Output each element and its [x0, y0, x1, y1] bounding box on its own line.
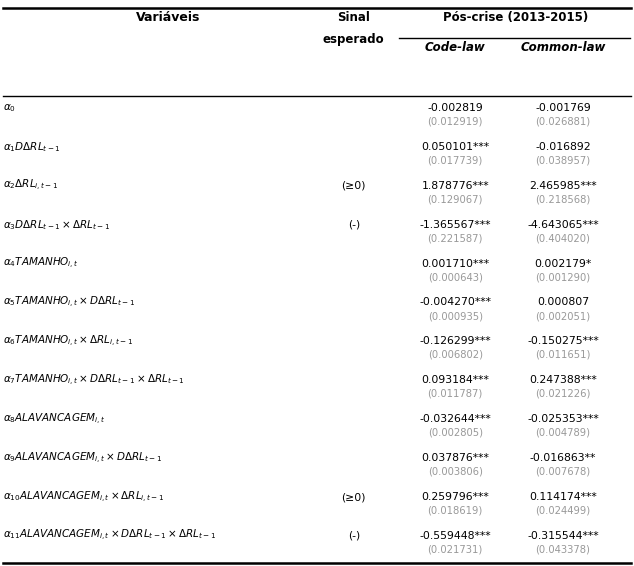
- Text: (0.007678): (0.007678): [536, 467, 590, 477]
- Text: (≥0): (≥0): [342, 492, 366, 502]
- Text: (0.038957): (0.038957): [536, 156, 590, 165]
- Text: -0.001769: -0.001769: [535, 103, 591, 113]
- Text: (0.404020): (0.404020): [536, 233, 590, 243]
- Text: (0.043378): (0.043378): [536, 544, 590, 555]
- Text: $\alpha_4 TAMANHO_{i,t}$: $\alpha_4 TAMANHO_{i,t}$: [3, 256, 79, 271]
- Text: (0.021731): (0.021731): [427, 544, 483, 555]
- Text: (-): (-): [347, 531, 360, 541]
- Text: $\alpha_{10} ALAVANCAGEM_{i,t} \times \Delta RL_{i,t-1}$: $\alpha_{10} ALAVANCAGEM_{i,t} \times \D…: [3, 490, 165, 504]
- Text: $\alpha_6 TAMANHO_{i,t} \times \Delta RL_{i,t-1}$: $\alpha_6 TAMANHO_{i,t} \times \Delta RL…: [3, 334, 133, 349]
- Text: 0.000807: 0.000807: [537, 298, 589, 307]
- Text: (0.218568): (0.218568): [535, 194, 591, 204]
- Text: $\alpha_5 TAMANHO_{i,t} \times D\Delta RL_{t-1}$: $\alpha_5 TAMANHO_{i,t} \times D\Delta R…: [3, 295, 136, 310]
- Text: (0.004789): (0.004789): [536, 428, 590, 438]
- Text: Pós-crise (2013-2015): Pós-crise (2013-2015): [443, 11, 588, 24]
- Text: -0.025353***: -0.025353***: [527, 414, 599, 424]
- Text: -1.365567***: -1.365567***: [420, 220, 491, 230]
- Text: $\alpha_7 TAMANHO_{i,t} \times D\Delta RL_{t-1} \times \Delta RL_{t-1}$: $\alpha_7 TAMANHO_{i,t} \times D\Delta R…: [3, 373, 185, 388]
- Text: $\alpha_1 D\Delta RL_{t-1}$: $\alpha_1 D\Delta RL_{t-1}$: [3, 140, 61, 154]
- Text: 1.878776***: 1.878776***: [422, 181, 489, 191]
- Text: 0.002179*: 0.002179*: [534, 259, 592, 268]
- Text: esperado: esperado: [323, 33, 385, 46]
- Text: (≥0): (≥0): [342, 181, 366, 191]
- Text: (0.021226): (0.021226): [535, 389, 591, 399]
- Text: (0.000643): (0.000643): [428, 272, 482, 282]
- Text: Code-law: Code-law: [425, 41, 486, 54]
- Text: (0.001290): (0.001290): [536, 272, 590, 282]
- Text: $\alpha_3 D\Delta RL_{t-1} \times \Delta RL_{t-1}$: $\alpha_3 D\Delta RL_{t-1} \times \Delta…: [3, 218, 110, 231]
- Text: -0.004270***: -0.004270***: [419, 298, 491, 307]
- Text: (0.003806): (0.003806): [428, 467, 482, 477]
- Text: Variáveis: Variáveis: [136, 11, 200, 24]
- Text: (0.026881): (0.026881): [536, 117, 590, 127]
- Text: (-): (-): [347, 220, 360, 230]
- Text: 0.259796***: 0.259796***: [422, 492, 489, 502]
- Text: (0.000935): (0.000935): [428, 311, 482, 321]
- Text: 0.247388***: 0.247388***: [529, 375, 597, 385]
- Text: -0.002819: -0.002819: [427, 103, 483, 113]
- Text: Common-law: Common-law: [521, 41, 605, 54]
- Text: (0.017739): (0.017739): [427, 156, 483, 165]
- Text: $\alpha_8 ALAVANCAGEM_{i,t}$: $\alpha_8 ALAVANCAGEM_{i,t}$: [3, 411, 105, 427]
- Text: (0.011787): (0.011787): [427, 389, 483, 399]
- Text: -0.016892: -0.016892: [535, 142, 591, 152]
- Text: (0.129067): (0.129067): [427, 194, 483, 204]
- Text: (0.012919): (0.012919): [427, 117, 483, 127]
- Text: $\alpha_9 ALAVANCAGEM_{i,t} \times D\Delta RL_{t-1}$: $\alpha_9 ALAVANCAGEM_{i,t} \times D\Del…: [3, 451, 162, 466]
- Text: 0.114174***: 0.114174***: [529, 492, 597, 502]
- Text: $\alpha_0$: $\alpha_0$: [3, 102, 16, 114]
- Text: 0.001710***: 0.001710***: [421, 259, 489, 268]
- Text: $\alpha_{11} ALAVANCAGEM_{i,t} \times D\Delta RL_{t-1} \times \Delta RL_{t-1}$: $\alpha_{11} ALAVANCAGEM_{i,t} \times D\…: [3, 529, 216, 543]
- Text: (0.006802): (0.006802): [428, 350, 482, 360]
- Text: -0.315544***: -0.315544***: [527, 531, 598, 541]
- Text: -0.126299***: -0.126299***: [420, 336, 491, 346]
- Text: Sinal: Sinal: [337, 11, 370, 24]
- Text: -0.559448***: -0.559448***: [420, 531, 491, 541]
- Text: -0.016863**: -0.016863**: [530, 453, 596, 463]
- Text: 0.093184***: 0.093184***: [421, 375, 489, 385]
- Text: (0.018619): (0.018619): [427, 505, 483, 516]
- Text: -0.150275***: -0.150275***: [527, 336, 599, 346]
- Text: $\alpha_2 \Delta RL_{i,t-1}$: $\alpha_2 \Delta RL_{i,t-1}$: [3, 178, 58, 193]
- Text: 0.037876***: 0.037876***: [421, 453, 489, 463]
- Text: (0.002051): (0.002051): [536, 311, 590, 321]
- Text: (0.011651): (0.011651): [535, 350, 591, 360]
- Text: (0.024499): (0.024499): [536, 505, 590, 516]
- Text: (0.002805): (0.002805): [428, 428, 482, 438]
- Text: 0.050101***: 0.050101***: [421, 142, 489, 152]
- Text: -4.643065***: -4.643065***: [527, 220, 598, 230]
- Text: 2.465985***: 2.465985***: [529, 181, 597, 191]
- Text: (0.221587): (0.221587): [427, 233, 483, 243]
- Text: -0.032644***: -0.032644***: [419, 414, 491, 424]
